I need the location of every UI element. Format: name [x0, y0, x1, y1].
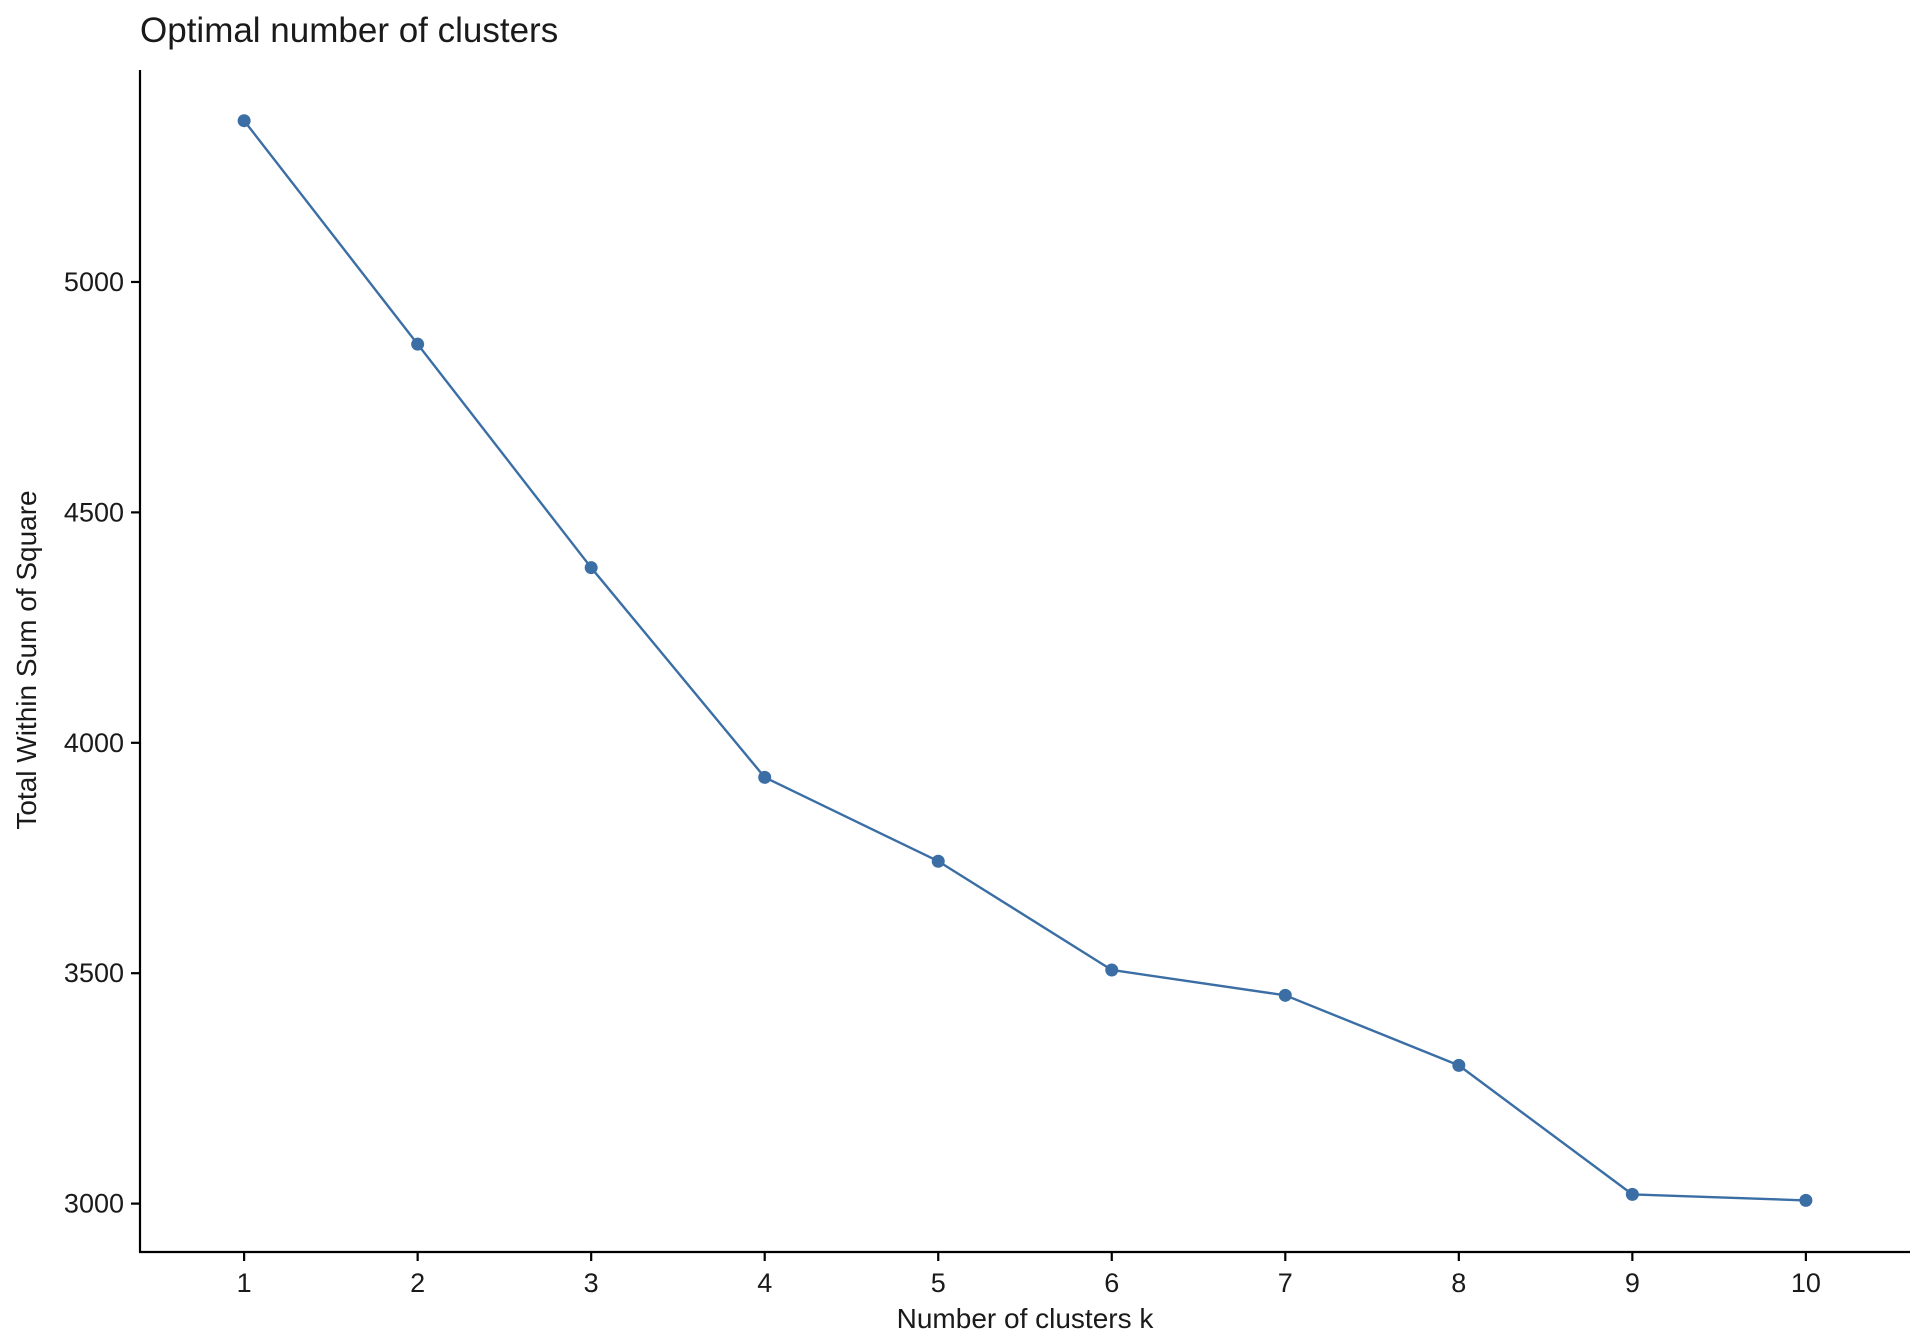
x-tick-label: 1 [237, 1268, 252, 1298]
x-tick-label: 7 [1278, 1268, 1293, 1298]
data-point [237, 114, 251, 128]
data-point [1105, 963, 1119, 977]
data-point [1278, 988, 1292, 1002]
x-tick-label: 6 [1104, 1268, 1119, 1298]
data-point [411, 337, 425, 351]
x-tick-label: 9 [1625, 1268, 1640, 1298]
data-point [1799, 1193, 1813, 1207]
x-tick-label: 8 [1451, 1268, 1466, 1298]
x-tick-label: 2 [410, 1268, 425, 1298]
x-tick-label: 10 [1791, 1268, 1821, 1298]
y-axis-title: Total Within Sum of Square [11, 490, 42, 829]
data-point [758, 770, 772, 784]
chart-title: Optimal number of clusters [140, 11, 558, 50]
series-group [237, 114, 1813, 1207]
y-tick-label: 3000 [64, 1189, 124, 1219]
y-tick-label: 4000 [64, 728, 124, 758]
y-tick-label: 4500 [64, 497, 124, 527]
x-tick-label: 5 [931, 1268, 946, 1298]
x-tick-label: 3 [584, 1268, 599, 1298]
data-point [931, 854, 945, 868]
series-line [243, 119, 1806, 1202]
y-axis: 3000 3500 4000 4500 5000 [64, 70, 142, 1252]
y-tick-label: 3500 [64, 958, 124, 988]
data-point [1452, 1058, 1466, 1072]
data-point [1625, 1187, 1639, 1201]
data-point [584, 561, 598, 575]
x-axis-title: Number of clusters k [897, 1303, 1155, 1334]
y-tick-label: 5000 [64, 267, 124, 297]
x-axis: 1 2 3 4 5 6 7 8 9 10 [139, 1250, 1910, 1298]
x-tick-label: 4 [757, 1268, 772, 1298]
